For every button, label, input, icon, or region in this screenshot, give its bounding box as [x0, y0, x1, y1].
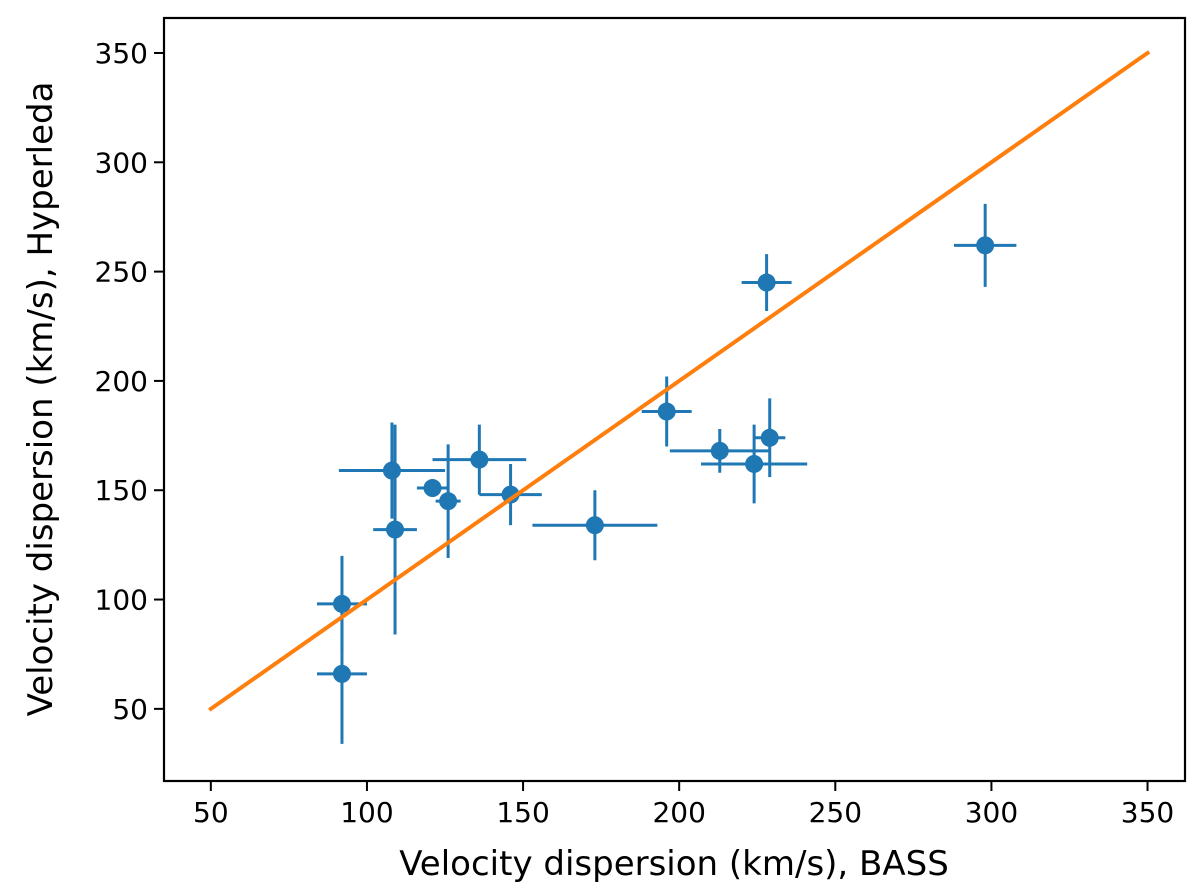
point-marker: [657, 402, 676, 421]
y-tick-label: 350: [95, 37, 148, 70]
point-marker: [423, 479, 442, 498]
point-marker: [470, 450, 489, 469]
data-point: [432, 424, 527, 495]
x-tick-label: 100: [340, 796, 393, 829]
point-marker: [382, 461, 401, 480]
y-tick-label: 250: [95, 256, 148, 289]
y-axis-label: Velocity dispersion (km/s), Hyperleda: [21, 82, 61, 717]
x-tick-label: 350: [1121, 796, 1174, 829]
data-point: [338, 422, 446, 519]
y-tick-label: 150: [95, 474, 148, 507]
point-marker: [976, 236, 995, 255]
point-marker: [760, 428, 779, 447]
x-tick-label: 200: [652, 796, 705, 829]
data-point: [741, 254, 792, 311]
y-tick-label: 200: [95, 365, 148, 398]
point-marker: [386, 520, 405, 539]
data-point: [953, 203, 1017, 287]
y-tick-label: 300: [95, 146, 148, 179]
data-point: [532, 490, 658, 561]
one-to-one-line: [208, 50, 1151, 712]
marks-layer: [208, 50, 1151, 744]
data-point: [754, 398, 786, 478]
y-tick-label: 100: [95, 584, 148, 617]
point-marker: [439, 492, 458, 511]
point-marker: [585, 516, 604, 535]
x-tick-label: 300: [965, 796, 1018, 829]
plot-frame: [162, 16, 1187, 783]
data-point: [416, 479, 449, 498]
x-tick-label: 150: [496, 796, 549, 829]
x-axis-label: Velocity dispersion (km/s), BASS: [399, 844, 949, 884]
point-marker: [757, 273, 776, 292]
data-point: [641, 376, 692, 447]
data-point: [373, 424, 417, 635]
x-tick-label: 250: [809, 796, 862, 829]
point-marker: [745, 454, 764, 473]
y-tick-label: 50: [112, 693, 148, 726]
ticks-layer: 50 100 150 200 250 300 350 50 100 150 200 250 300 350: [95, 37, 1175, 829]
point-marker: [501, 485, 520, 504]
data-point: [479, 463, 542, 526]
point-marker: [332, 594, 351, 613]
data-point: [435, 444, 461, 559]
x-tick-label: 50: [193, 796, 229, 829]
point-marker: [332, 664, 351, 683]
point-marker: [710, 441, 729, 460]
